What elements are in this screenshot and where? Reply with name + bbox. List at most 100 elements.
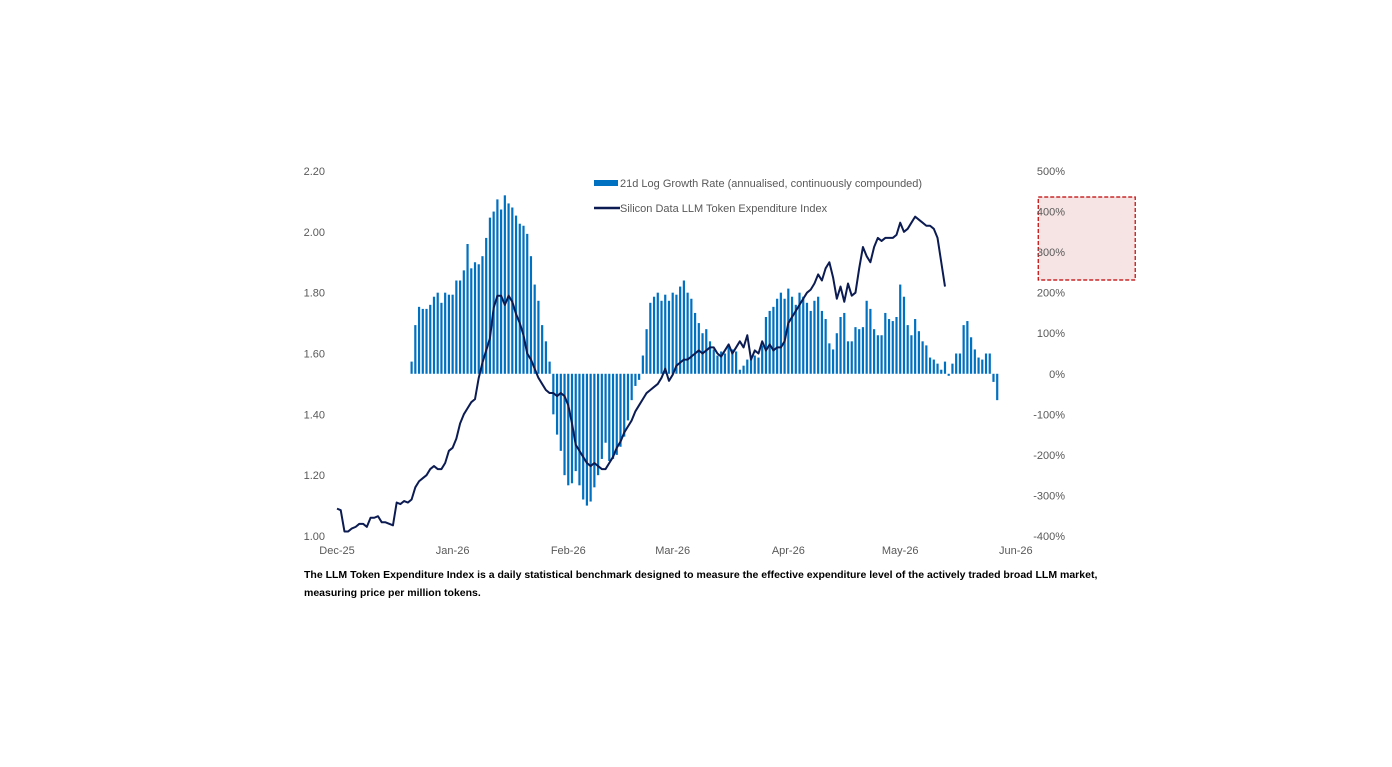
bar-11	[451, 294, 454, 374]
bar-72	[679, 286, 682, 374]
left-tick-label: 1.60	[304, 349, 325, 361]
bar-82	[716, 355, 719, 374]
bar-107	[809, 310, 812, 374]
bar-45	[578, 373, 581, 486]
highlight-region	[1037, 196, 1136, 281]
bar-24	[500, 209, 503, 374]
x-axis-ticks: Dec-25 Jan-26 Feb-26 Mar-26 Apr-26 May-26 Jun-…	[319, 545, 1032, 557]
bar-144	[947, 373, 950, 376]
bar-105	[802, 296, 805, 374]
bar-0	[410, 361, 413, 374]
bar-117	[846, 341, 850, 374]
bar-series-growth-rate	[410, 195, 999, 506]
bar-121	[861, 327, 865, 374]
bar-42	[567, 373, 570, 486]
bar-113	[831, 349, 835, 374]
bar-25	[503, 195, 506, 374]
bar-151	[973, 349, 976, 374]
bar-70	[671, 292, 674, 374]
bar-149	[966, 321, 969, 374]
bar-18	[477, 264, 480, 374]
bar-66	[656, 292, 659, 374]
bar-65	[652, 296, 656, 374]
bar-143	[943, 361, 947, 374]
caption-line-1: The LLM Token Expenditure Index is a dai…	[304, 569, 1098, 581]
left-tick-label: 2.00	[304, 227, 325, 239]
bar-53	[608, 373, 611, 461]
bar-54	[611, 373, 615, 459]
bar-115	[839, 317, 842, 374]
bar-34	[537, 300, 540, 374]
bar-33	[533, 284, 536, 374]
bar-17	[473, 262, 477, 374]
x-tick-label: Mar-26	[655, 545, 690, 557]
bar-104	[798, 292, 801, 374]
x-tick-label: May-26	[882, 545, 919, 557]
bar-35	[541, 325, 544, 374]
bar-131	[899, 284, 902, 374]
bar-20	[485, 237, 488, 374]
bar-97	[772, 306, 775, 374]
bar-61	[638, 373, 641, 380]
bar-118	[850, 341, 853, 374]
bar-63	[645, 329, 648, 374]
bar-102	[790, 296, 794, 374]
right-tick-label: 200%	[1037, 288, 1065, 300]
bar-157	[996, 373, 999, 401]
left-tick-label: 1.00	[304, 531, 325, 543]
bar-95	[764, 317, 768, 374]
bar-46	[582, 373, 585, 500]
x-tick-label: Jun-26	[999, 545, 1033, 557]
right-tick-label: 400%	[1037, 207, 1065, 219]
bar-93	[757, 357, 760, 374]
index-line	[336, 215, 946, 533]
bar-128	[887, 319, 891, 374]
bar-44	[574, 373, 577, 472]
bar-85	[727, 345, 730, 374]
bar-142	[940, 369, 943, 374]
bar-52	[604, 373, 607, 443]
bar-134	[910, 335, 913, 374]
bar-114	[835, 333, 838, 374]
bar-15	[466, 244, 469, 374]
bar-76	[693, 312, 697, 374]
x-tick-label: Jan-26	[436, 545, 470, 557]
x-tick-label: Dec-25	[319, 545, 354, 557]
bar-36	[544, 341, 547, 374]
legend-swatch-bars	[594, 180, 618, 186]
bar-31	[526, 233, 529, 374]
bar-136	[917, 331, 920, 374]
right-axis-ticks: -400% -300% -200% -100% 0% 100% 200% 300% 400% 50…	[1033, 166, 1065, 543]
bar-120	[858, 329, 861, 374]
bar-28	[514, 215, 518, 374]
bar-40	[559, 373, 562, 451]
right-tick-label: 100%	[1037, 328, 1065, 340]
bar-139	[928, 357, 932, 374]
bar-146	[955, 353, 958, 374]
bar-148	[962, 325, 965, 374]
bar-87	[735, 351, 738, 374]
right-tick-label: 500%	[1037, 166, 1065, 178]
left-tick-label: 1.80	[304, 288, 325, 300]
bar-32	[529, 256, 533, 374]
legend: 21d Log Growth Rate (annualised, continu…	[594, 178, 922, 215]
bar-94	[761, 345, 764, 374]
caption-line-2: measuring price per million tokens.	[304, 587, 481, 599]
bar-155	[988, 353, 991, 374]
bar-75	[690, 298, 693, 374]
bar-8	[440, 302, 443, 374]
line-series-index	[336, 215, 946, 533]
bar-59	[630, 373, 633, 401]
bar-89	[742, 365, 745, 374]
bar-21	[488, 217, 492, 374]
bar-101	[787, 288, 790, 374]
bar-147	[958, 353, 962, 374]
bar-60	[634, 373, 637, 386]
bar-122	[865, 300, 868, 374]
bar-100	[783, 298, 786, 374]
right-tick-label: -300%	[1033, 490, 1065, 502]
bar-74	[686, 292, 689, 374]
right-tick-label: -200%	[1033, 450, 1065, 462]
bar-3	[421, 308, 424, 374]
bar-140	[932, 359, 935, 374]
